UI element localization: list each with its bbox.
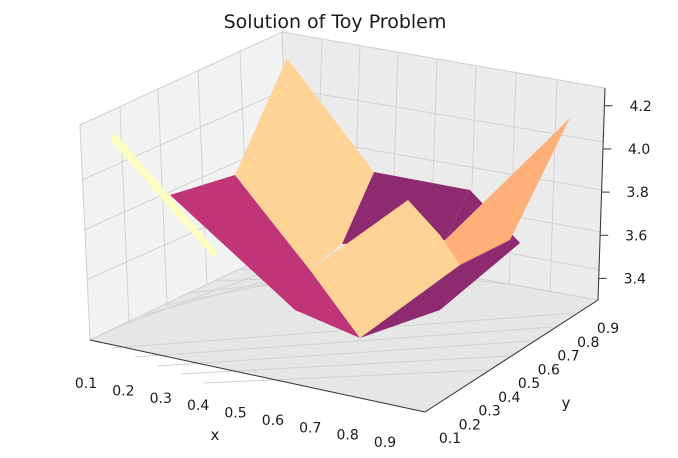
x-tick-labels: 0.1 0.2 0.3 0.4 0.5 0.6 0.7 0.8 0.9: [75, 376, 396, 451]
x-tick-label: 0.8: [336, 428, 358, 444]
z-tick-label: 4.2: [629, 99, 651, 115]
surface: [110, 58, 570, 338]
x-tick-label: 0.6: [262, 413, 284, 429]
x-axis-label: x: [211, 426, 220, 444]
z-tick-labels: 3.4 3.6 3.8 4.0 4.2: [598, 99, 652, 287]
x-tick-label: 0.4: [187, 398, 209, 414]
z-tick-label: 3.8: [627, 185, 649, 201]
y-tick-label: 0.4: [498, 390, 520, 406]
y-axis-line: [424, 299, 599, 413]
y-tick-label: 0.2: [459, 417, 481, 433]
y-tick-label: 0.7: [557, 349, 579, 365]
surface-back-light: [235, 58, 374, 270]
surface-left-mid: [170, 175, 360, 338]
x-tick-label: 0.3: [150, 391, 172, 407]
x-tick-label: 0.2: [112, 383, 134, 399]
z-axis-line: [597, 87, 606, 301]
x-tick-label: 0.1: [75, 376, 97, 392]
y-tick-label: 0.3: [478, 404, 500, 420]
z-tick-label: 3.4: [624, 271, 646, 287]
chart-title: Solution of Toy Problem: [224, 11, 447, 33]
y-tick-label: 0.5: [518, 376, 540, 392]
y-axis-label: y: [562, 394, 571, 412]
z-tick-label: 3.6: [625, 228, 647, 244]
surface-front-light: [310, 200, 460, 338]
surface-orange-wing: [440, 118, 570, 265]
x-tick-label: 0.7: [299, 420, 321, 436]
y-tick-label: 0.9: [597, 321, 619, 337]
surface-pale-strip: [110, 132, 218, 257]
y-tick-labels: 0.10.20.30.40.50.60.70.80.9: [439, 321, 619, 447]
y-tick-label: 0.8: [577, 335, 599, 351]
x-tick-label: 0.9: [374, 435, 396, 451]
y-tick-label: 0.6: [538, 362, 560, 378]
x-tick-label: 0.5: [224, 406, 246, 422]
y-tick-label: 0.1: [439, 431, 461, 447]
z-tick-label: 4.0: [628, 142, 650, 158]
axis-lines: [89, 87, 606, 413]
x-axis-line: [89, 339, 426, 413]
